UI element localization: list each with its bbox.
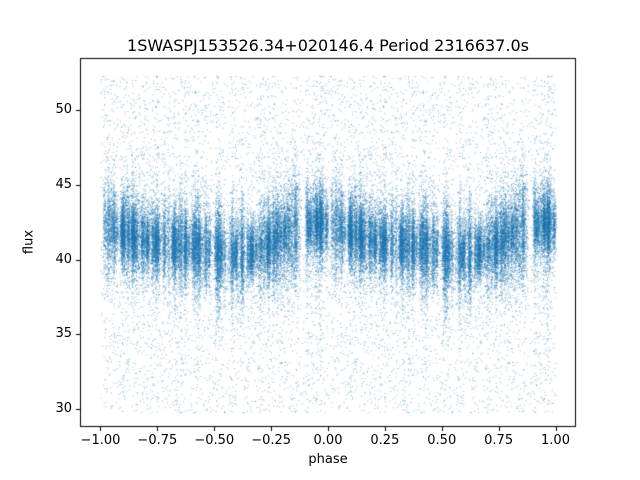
scatter-plot-canvas (0, 0, 640, 480)
light-curve-figure: 1SWASPJ153526.34+020146.4 Period 2316637… (0, 0, 640, 480)
